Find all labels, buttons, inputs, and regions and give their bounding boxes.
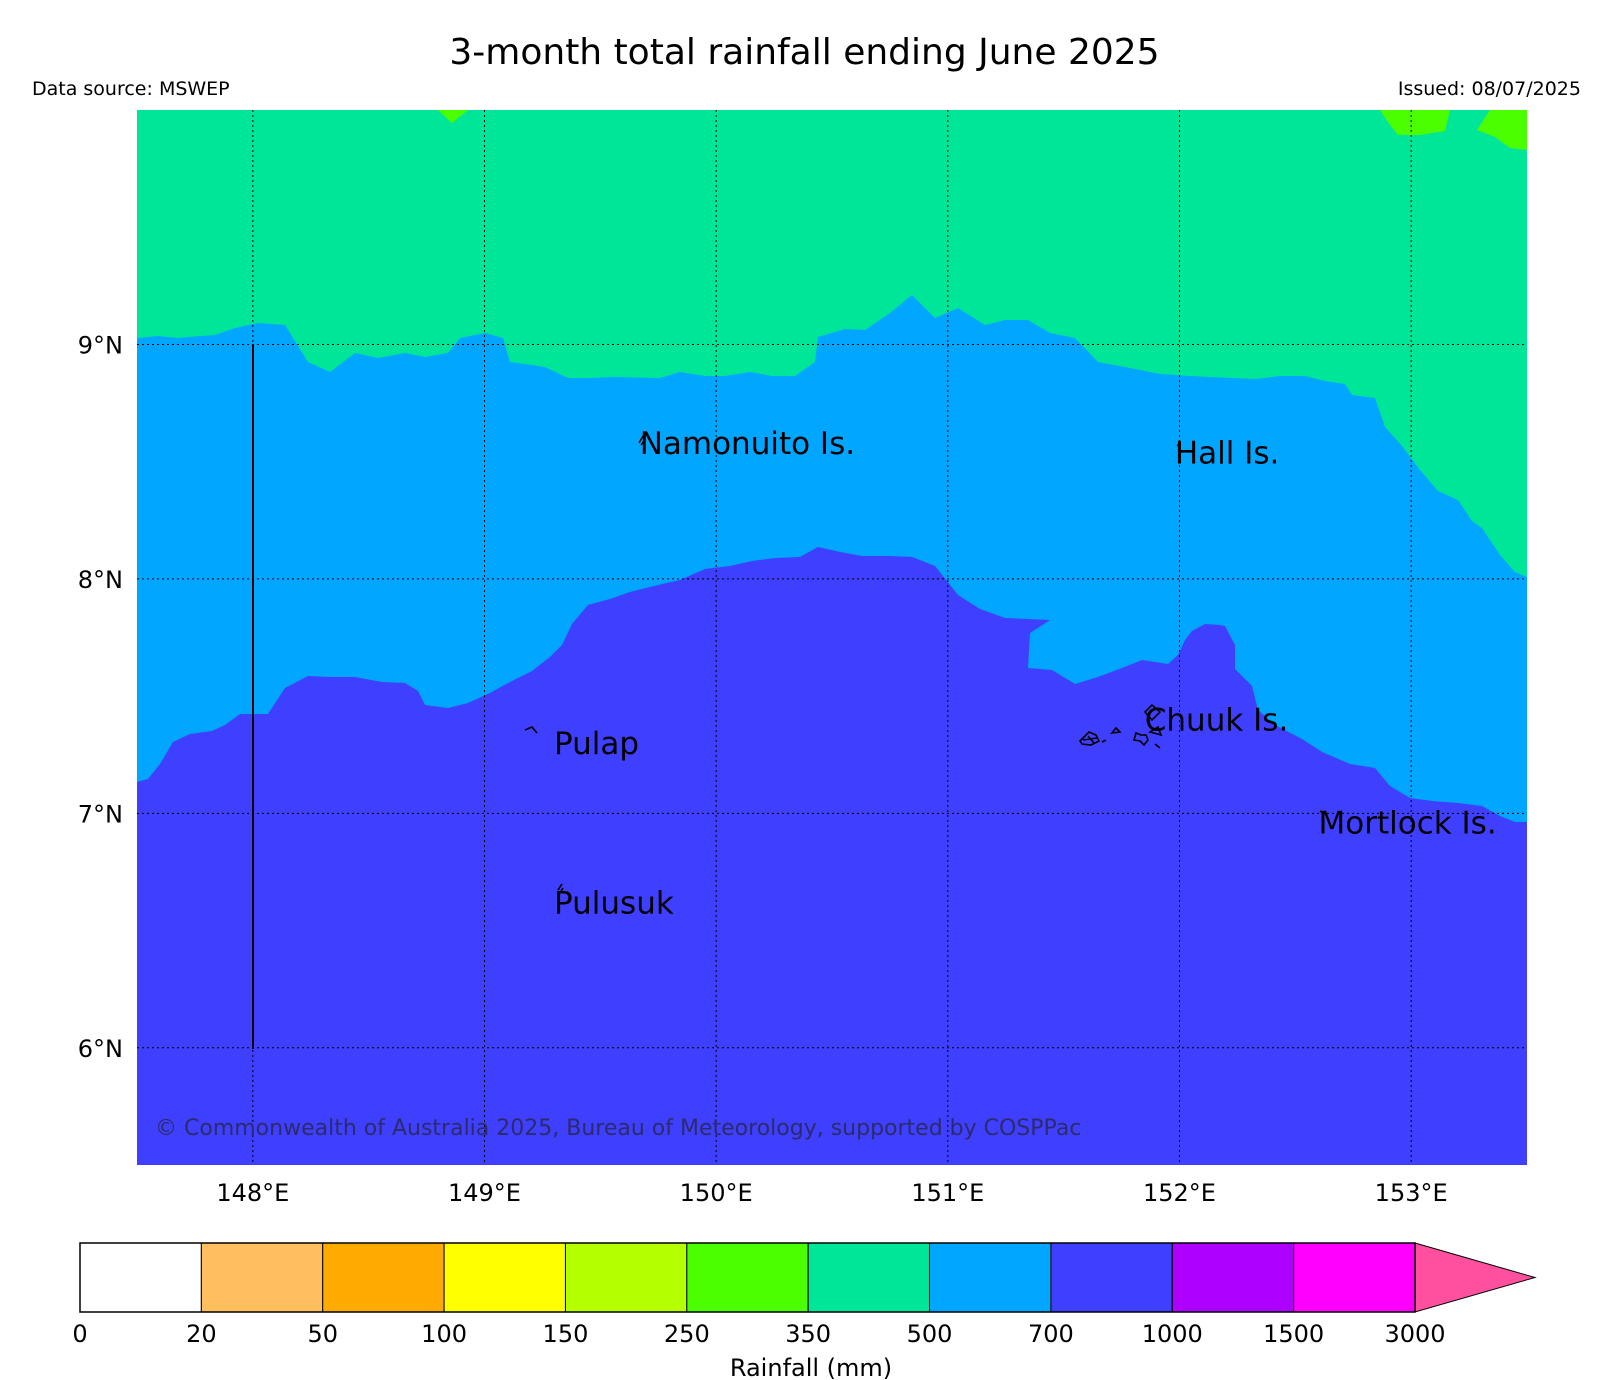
map-title: 3-month total rainfall ending June 2025 — [449, 32, 1160, 73]
colorbar-outline — [79, 1242, 1416, 1313]
colorbar-axis-label: Rainfall (mm) — [730, 1354, 892, 1380]
colorbar-swatch — [79, 1242, 202, 1313]
island-outline-hall — [1176, 444, 1181, 448]
island-outline-chuuk — [1078, 703, 1163, 749]
colorbar-tick-label: 1500 — [1263, 1320, 1324, 1348]
colorbar-swatch — [200, 1242, 324, 1313]
colorbar-swatch — [443, 1242, 566, 1313]
place-label: Pulap — [554, 726, 639, 762]
island-outline-pulap — [524, 726, 538, 734]
colorbar-tick-label: 50 — [307, 1320, 338, 1348]
island-outline-pulusuk — [557, 883, 564, 894]
colorbar-tick-label: 1000 — [1142, 1320, 1203, 1348]
island-outline-mortlock — [1319, 810, 1324, 814]
graticule — [137, 110, 1527, 1165]
colorbar: 0 20 50 100 150 250 350 500 700 1000 1500 3000 — [72, 1242, 1537, 1348]
colorbar-tick-label: 150 — [543, 1320, 589, 1348]
longitude-tick-label: 151°E — [911, 1179, 984, 1207]
island-outlines — [524, 435, 1324, 894]
place-labels: Namonuito Is. Hall Is. Pulap Chuuk Is. Mortl… — [554, 426, 1497, 922]
colorbar-tick-label: 0 — [72, 1320, 87, 1348]
longitude-tick-label: 149°E — [448, 1179, 521, 1207]
issued-date-label: Issued: 08/07/2025 — [1397, 78, 1581, 100]
longitude-tick-label: 152°E — [1143, 1179, 1216, 1207]
latitude-tick-label: 6°N — [78, 1035, 123, 1063]
colorbar-tick-label: 500 — [907, 1320, 953, 1348]
colorbar-swatch — [322, 1242, 445, 1313]
colorbar-swatch — [564, 1242, 688, 1313]
colorbar-tick-label: 20 — [186, 1320, 217, 1348]
island-outline-namonuito — [638, 435, 645, 446]
colorbar-swatch — [686, 1242, 809, 1313]
place-label: Namonuito Is. — [640, 426, 855, 462]
colorbar-extend-arrow — [1414, 1242, 1537, 1313]
colorbar-swatch — [807, 1242, 931, 1313]
place-label: Pulusuk — [554, 885, 674, 921]
colorbar-swatch — [1050, 1242, 1173, 1313]
latitude-labels: 9°N 8°N 7°N 6°N — [78, 331, 123, 1062]
data-source-label: Data source: MSWEP — [32, 78, 230, 100]
colorbar-swatch — [1171, 1242, 1295, 1313]
place-label: Mortlock Is. — [1319, 806, 1497, 842]
zone-250-350-patch — [438, 110, 1527, 150]
latitude-tick-label: 8°N — [78, 566, 123, 594]
place-label: Hall Is. — [1175, 435, 1280, 471]
longitude-tick-label: 150°E — [680, 1179, 753, 1207]
longitude-tick-label: 153°E — [1375, 1179, 1448, 1207]
map-area — [137, 110, 1527, 1165]
copyright-notice: © Commonwealth of Australia 2025, Bureau… — [155, 1116, 1081, 1141]
place-label: Chuuk Is. — [1145, 703, 1289, 739]
colorbar-tick-label: 100 — [421, 1320, 467, 1348]
latitude-tick-label: 7°N — [78, 800, 123, 828]
colorbar-tick-label: 250 — [664, 1320, 710, 1348]
colorbar-tick-label: 700 — [1028, 1320, 1074, 1348]
latitude-tick-label: 9°N — [78, 331, 123, 359]
colorbar-swatch — [929, 1242, 1052, 1313]
colorbar-swatch — [1293, 1242, 1416, 1313]
colorbar-tick-label: 3000 — [1384, 1320, 1445, 1348]
longitude-tick-label: 148°E — [216, 1179, 289, 1207]
longitude-labels: 148°E 149°E 150°E 151°E 152°E 153°E — [216, 1179, 1447, 1207]
colorbar-tick-label: 350 — [785, 1320, 831, 1348]
